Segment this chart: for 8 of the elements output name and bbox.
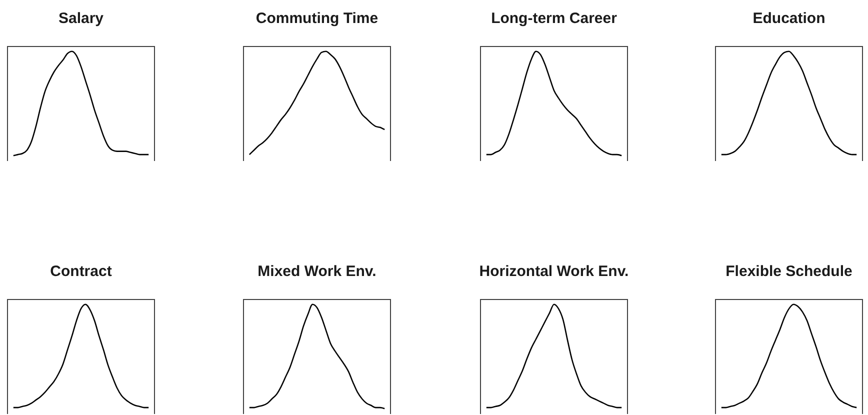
chart-title: Commuting Time (254, 10, 380, 28)
chart-title: Mixed Work Env. (256, 263, 378, 281)
chart-title: Salary (57, 10, 105, 28)
chart-title: Horizontal Work Env. (478, 263, 630, 281)
chart-title: Long-term Career (490, 10, 618, 28)
chart-title: Education (752, 10, 826, 28)
chart-title: Contract (49, 263, 113, 281)
chart-title: Flexible Schedule (724, 263, 854, 281)
